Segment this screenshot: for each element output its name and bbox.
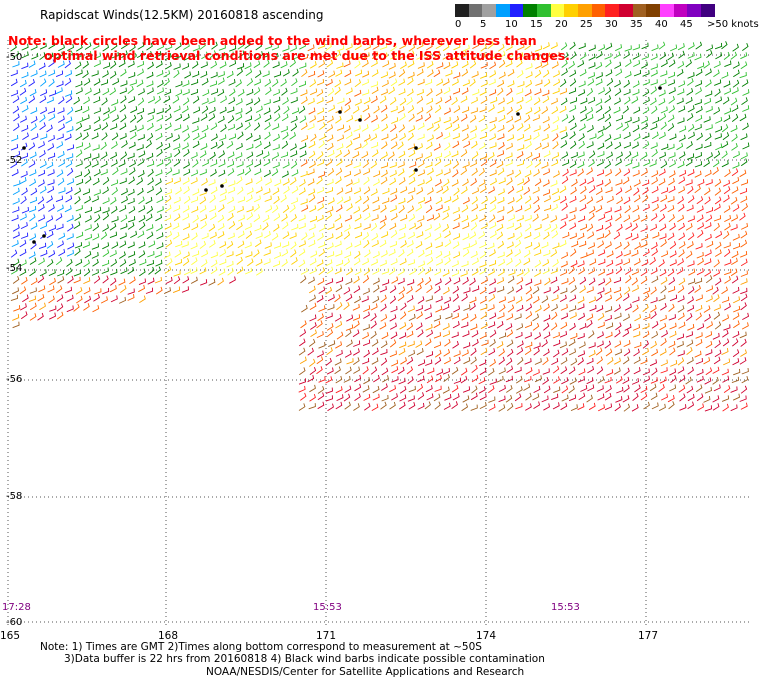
lon-label: 171 <box>316 630 337 642</box>
wind-barb-group <box>10 275 749 412</box>
legend-swatch <box>687 4 702 17</box>
contamination-marker <box>414 168 418 172</box>
lon-label: 165 <box>0 630 21 642</box>
time-label: 17:28 <box>2 602 31 613</box>
lon-label: 177 <box>638 630 659 642</box>
contamination-marker <box>358 118 362 122</box>
legend-swatch <box>564 4 579 17</box>
note-line-2: optimal wind retrieval conditions are me… <box>44 48 570 63</box>
contamination-marker <box>42 234 46 238</box>
legend-swatch <box>550 4 565 17</box>
legend-swatch <box>509 4 524 17</box>
legend-swatch <box>619 4 633 17</box>
map-grid <box>7 40 752 628</box>
contamination-marker <box>338 110 342 114</box>
legend-label: 10 <box>505 19 518 30</box>
lat-label: -54 <box>6 263 23 274</box>
legend-color-bar <box>455 4 715 17</box>
lat-label: -52 <box>6 155 23 166</box>
legend-label: 15 <box>530 19 543 30</box>
legend-swatch <box>455 4 469 17</box>
legend-labels: 0 5 10 15 20 25 30 35 40 45 >50 knots <box>455 17 759 31</box>
contamination-marker <box>204 188 208 192</box>
legend-label: 30 <box>605 19 618 30</box>
legend-label: 5 <box>480 19 487 30</box>
legend-label: 45 <box>680 19 693 30</box>
legend-swatch <box>701 4 715 17</box>
footer-credit: NOAA/NESDIS/Center for Satellite Applica… <box>206 666 525 678</box>
wind-barb-group <box>12 42 748 367</box>
note-line-1: Note: black circles have been added to t… <box>8 33 537 48</box>
legend-label: 0 <box>455 19 462 30</box>
map-frame <box>8 40 752 628</box>
contamination-note: Note: black circles have been added to t… <box>8 33 570 63</box>
legend-swatch <box>591 4 606 17</box>
legend-swatch <box>523 4 538 17</box>
legend-label: 40 <box>655 19 668 30</box>
legend-label: 25 <box>580 19 593 30</box>
time-label: 15:53 <box>313 602 342 613</box>
map-title: Rapidscat Winds(12.5KM) 20160818 ascendi… <box>40 8 324 22</box>
legend-swatch <box>537 4 551 17</box>
time-label: 15:53 <box>551 602 580 613</box>
wind-barbs <box>10 41 750 412</box>
contamination-marker <box>658 86 662 90</box>
lat-label: -60 <box>6 617 23 628</box>
lat-label: -56 <box>6 374 23 385</box>
wind-barb-group <box>10 41 750 277</box>
wind-barb-group <box>10 59 75 258</box>
contamination-marker <box>516 112 520 116</box>
legend-swatch <box>646 4 661 17</box>
contamination-marker <box>22 146 26 150</box>
legend-label: 20 <box>555 19 568 30</box>
wind-barb-group <box>298 168 748 412</box>
wind-barb-group <box>164 41 567 277</box>
wind-speed-legend: 0 5 10 15 20 25 30 35 40 45 >50 knots <box>455 4 759 31</box>
lat-label: -50 <box>6 52 23 63</box>
lat-label: -58 <box>6 491 23 502</box>
wind-barb-group <box>19 275 750 412</box>
footer-note-1: Note: 1) Times are GMT 2)Times along bot… <box>40 641 482 653</box>
legend-label: >50 knots <box>707 19 759 30</box>
legend-swatch <box>605 4 620 17</box>
legend-swatch <box>660 4 674 17</box>
legend-label: 35 <box>630 19 643 30</box>
wind-barb-group <box>163 42 567 277</box>
legend-swatch <box>482 4 497 17</box>
wind-barb-group <box>13 41 749 367</box>
wind-barb-group <box>10 41 750 275</box>
footer-note-2: 3)Data buffer is 22 hrs from 20160818 4)… <box>64 653 545 665</box>
contamination-marker <box>220 184 224 188</box>
legend-swatch <box>673 4 688 17</box>
legend-swatch <box>578 4 592 17</box>
lon-label: 174 <box>476 630 497 642</box>
wind-barb-group <box>11 60 75 259</box>
contamination-marker <box>414 146 418 150</box>
legend-swatch <box>632 4 647 17</box>
contamination-marker <box>32 240 36 244</box>
legend-swatch <box>468 4 483 17</box>
lon-label: 168 <box>158 630 179 642</box>
legend-swatch <box>496 4 510 17</box>
